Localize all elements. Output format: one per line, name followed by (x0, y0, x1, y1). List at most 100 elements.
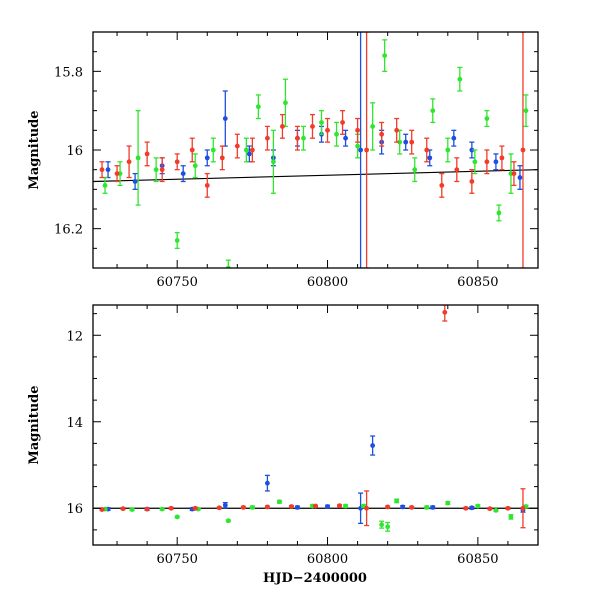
red-data-point (424, 147, 430, 153)
blue-data-point (469, 147, 475, 153)
blue-data-point (400, 504, 406, 510)
top-panel: 60750 60800 60850 15.8 16 16.2 Magnitude (27, 31, 539, 290)
green-data-point (394, 498, 400, 504)
red-data-point (144, 151, 150, 157)
red-data-point (325, 127, 330, 133)
fit-line (93, 169, 538, 183)
green-data-point (484, 116, 490, 121)
red-data-point (159, 167, 165, 173)
blue-data-point (132, 179, 138, 184)
red-data-point (505, 505, 511, 511)
green-data-point (343, 503, 348, 509)
red-data-point (219, 155, 225, 161)
green-data-point (225, 518, 231, 524)
blue-data-point (403, 139, 409, 145)
green-data-point (283, 100, 288, 106)
red-data-point (310, 124, 315, 129)
red-data-point (409, 139, 415, 145)
red-data-point (216, 505, 222, 511)
red-data-point (487, 506, 493, 512)
green-data-point (243, 147, 249, 153)
red-data-point (469, 179, 475, 184)
green-data-point (174, 238, 180, 243)
green-data-point (382, 53, 388, 58)
bottom-panel-y-axis-label: Magnitude (27, 385, 42, 464)
red-data-point (192, 505, 198, 511)
blue-data-point (517, 175, 523, 180)
green-data-point (174, 514, 180, 520)
red-data-point (520, 147, 526, 153)
green-data-point (159, 506, 165, 512)
green-data-point (370, 124, 376, 129)
green-data-point (129, 507, 135, 512)
blue-data-point (370, 443, 376, 448)
x-tick-label: 60750 (157, 275, 198, 290)
red-data-point (379, 131, 385, 137)
blue-data-point (427, 155, 433, 161)
blue-data-point (325, 504, 330, 509)
red-data-point (511, 171, 517, 177)
green-data-point (508, 514, 514, 520)
x-tick-label: 60850 (457, 275, 498, 290)
blue-data-point (343, 135, 348, 141)
green-data-point (271, 159, 276, 165)
red-data-point (114, 171, 120, 177)
green-data-point (424, 504, 430, 510)
red-data-point (355, 127, 360, 133)
x-tick-label: 60850 (457, 552, 498, 567)
blue-data-point (204, 155, 210, 161)
y-tick-label: 16 (66, 144, 83, 159)
bottom-panel-frame (92, 304, 539, 546)
red-data-point (385, 504, 391, 510)
green-data-point (277, 499, 282, 505)
y-tick-label: 16.2 (54, 223, 83, 238)
blue-data-point (264, 480, 270, 486)
red-data-point (364, 147, 370, 153)
x-tick-label: 60800 (307, 275, 348, 290)
red-data-point (204, 183, 210, 188)
blue-data-point (105, 167, 111, 173)
green-data-point (192, 163, 198, 169)
blue-data-point (295, 504, 300, 510)
y-tick-label: 15.8 (54, 65, 83, 80)
green-data-point (301, 135, 306, 141)
red-data-point (364, 505, 370, 511)
green-data-point (319, 120, 324, 125)
red-data-point (249, 147, 255, 153)
green-data-point (475, 503, 481, 509)
bottom-panel-ticks: 60750 60800 60850 12 14 16 (66, 305, 539, 567)
red-data-point (99, 167, 105, 173)
green-data-point (153, 167, 159, 173)
green-data-point (496, 210, 502, 216)
green-data-point (249, 504, 255, 510)
green-data-point (385, 524, 391, 530)
x-tick-label: 60750 (157, 552, 198, 567)
red-data-point (409, 504, 415, 510)
green-data-point (493, 508, 499, 513)
green-data-point (210, 147, 216, 153)
top-panel-y-axis-label: Magnitude (27, 110, 42, 189)
red-data-point (280, 124, 285, 129)
y-tick-label: 16 (66, 502, 83, 517)
red-data-point (168, 505, 174, 511)
red-data-point (120, 506, 126, 512)
red-data-point (499, 155, 505, 161)
top-panel-ticks: 60750 60800 60850 15.8 16 16.2 (54, 31, 539, 290)
red-data-point (484, 159, 490, 165)
x-tick-label: 60800 (307, 552, 348, 567)
y-tick-label: 12 (66, 329, 83, 344)
red-data-point (463, 505, 469, 511)
red-data-point (394, 127, 400, 133)
green-data-point (334, 131, 339, 137)
bottom-panel-marks (93, 305, 538, 532)
y-tick-label: 14 (66, 416, 83, 431)
blue-data-point (246, 151, 252, 157)
blue-data-point (469, 505, 475, 511)
red-data-point (240, 504, 246, 510)
red-data-point (454, 167, 460, 173)
green-data-point (102, 183, 108, 188)
green-data-point (135, 155, 141, 161)
green-data-point (430, 108, 436, 114)
